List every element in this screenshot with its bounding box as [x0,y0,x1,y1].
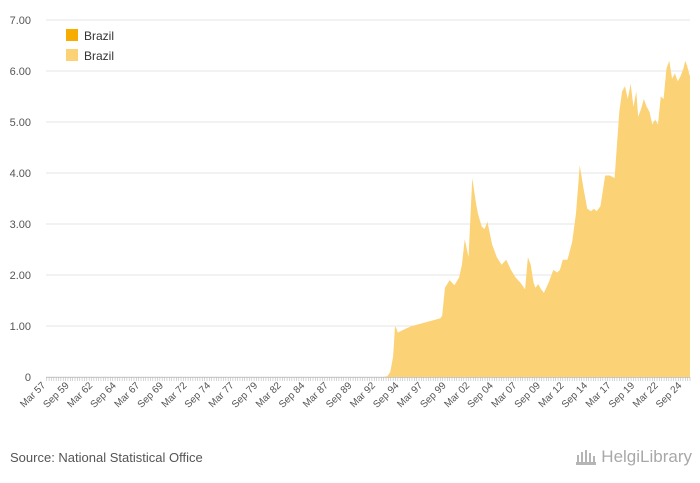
x-tick-label: Sep 59 [41,380,71,410]
legend-label-brazil-1: Brazil [84,29,114,43]
y-tick-label: 6.00 [10,66,31,78]
library-building-icon [576,450,597,465]
legend-swatch-brazil-2 [66,49,78,61]
y-tick-label: 3.00 [10,219,31,231]
x-tick-label: Sep 24 [654,380,684,410]
chart: 0 1.00 2.00 3.00 4.00 5.00 6.00 7.00 Mar 57Sep … [10,15,691,411]
x-tick-label: Sep 04 [466,380,496,410]
x-tick-label: Sep 79 [230,380,260,410]
logo-text: HelgiLibrary [601,447,692,466]
x-tick-label: Sep 19 [607,380,637,410]
y-tick-label: 2.00 [10,270,31,282]
y-tick-label: 1.00 [10,321,31,333]
legend-label-brazil-2: Brazil [84,49,114,63]
grid-lines [46,19,690,378]
x-tick-label: Sep 84 [277,380,307,410]
x-tick-label: Sep 74 [183,380,213,410]
x-tick-label: Sep 14 [560,380,590,410]
x-tick-label: Sep 09 [513,380,543,410]
x-tick-label: Sep 64 [89,380,119,410]
y-tick-label: 5.00 [10,117,31,129]
x-tick-label: Sep 69 [136,380,166,410]
x-tick-label: Sep 89 [324,380,354,410]
y-tick-label: 0 [25,372,31,384]
source-note: Source: National Statistical Office [10,450,203,465]
legend-swatch-brazil-1 [66,29,78,41]
x-tick-label: Sep 99 [418,380,448,410]
legend: Brazil Brazil [66,29,114,63]
y-axis-ticks: 0 1.00 2.00 3.00 4.00 5.00 6.00 7.00 [10,15,31,384]
series-brazil-area [46,60,690,378]
y-tick-label: 7.00 [10,15,31,27]
y-tick-label: 4.00 [10,168,31,180]
x-tick-label: Sep 94 [371,380,401,410]
helgi-library-logo[interactable]: HelgiLibrary [575,447,692,467]
